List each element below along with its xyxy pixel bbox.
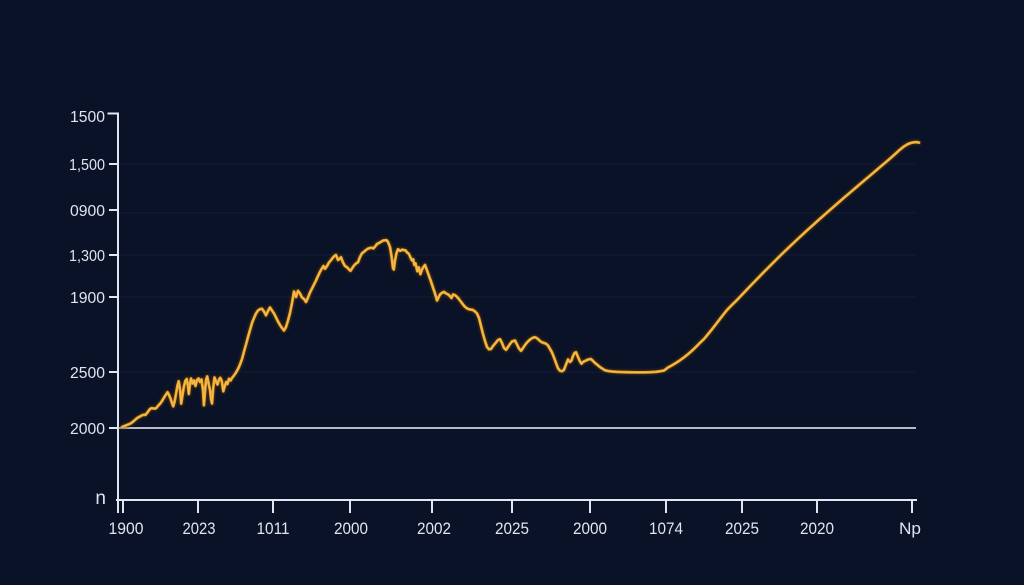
svg-text:1,300: 1,300 [69,248,105,265]
svg-text:n: n [95,488,106,509]
svg-text:2000: 2000 [573,519,607,538]
svg-text:2002: 2002 [417,519,451,538]
svg-text:1900: 1900 [70,290,105,307]
svg-text:1,500: 1,500 [69,157,105,174]
svg-text:1900: 1900 [109,519,144,538]
svg-text:1500: 1500 [70,109,105,126]
svg-text:1074: 1074 [649,519,683,538]
svg-text:2020: 2020 [800,519,834,538]
svg-text:2025: 2025 [725,519,759,538]
svg-text:1011: 1011 [257,519,290,538]
svg-text:2000: 2000 [334,519,368,538]
svg-text:Np: Np [899,519,921,538]
svg-text:2500: 2500 [70,365,105,382]
svg-text:2023: 2023 [183,519,216,538]
svg-text:2025: 2025 [495,519,529,538]
svg-text:0900: 0900 [70,203,105,220]
svg-text:2000: 2000 [70,421,105,438]
